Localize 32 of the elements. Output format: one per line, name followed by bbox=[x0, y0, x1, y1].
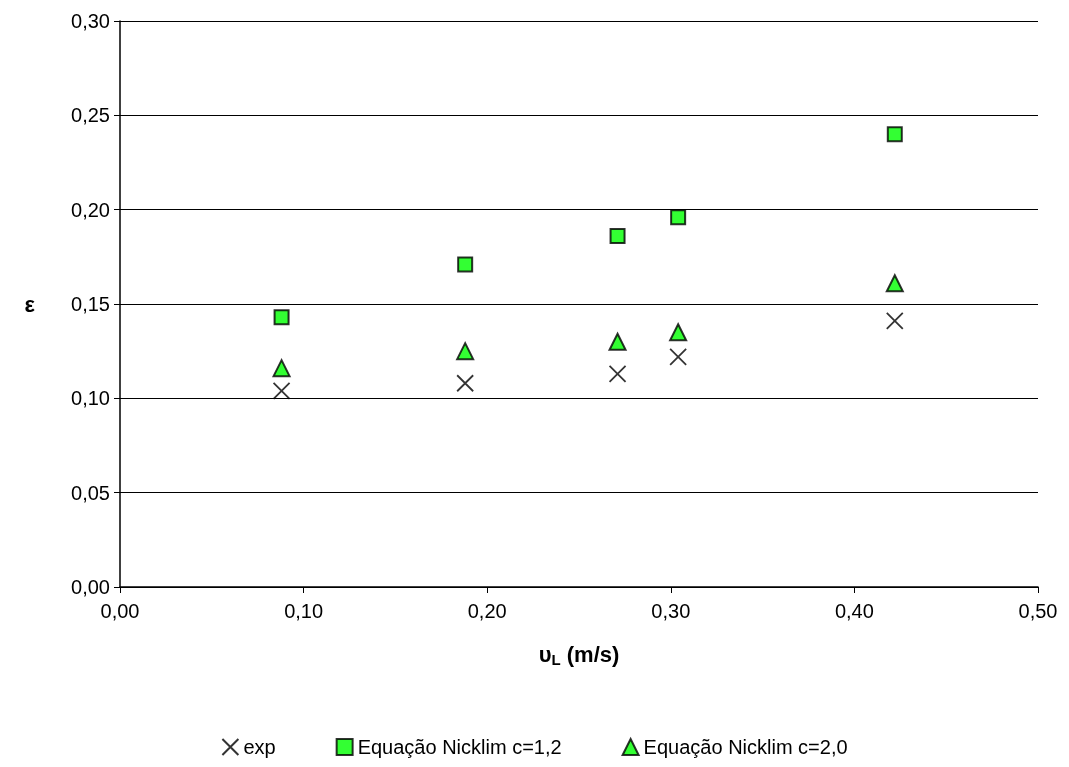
y-tick-label: 0,20 bbox=[71, 198, 110, 221]
x-tick-label: 0,00 bbox=[100, 600, 140, 622]
point bbox=[273, 309, 290, 326]
point bbox=[456, 342, 475, 361]
point bbox=[609, 228, 626, 245]
point bbox=[885, 274, 904, 293]
point bbox=[272, 359, 291, 378]
x-tick-label: 0,40 bbox=[834, 600, 874, 622]
point bbox=[272, 381, 291, 400]
point bbox=[885, 312, 904, 330]
y-tick-label: 0,05 bbox=[71, 481, 110, 504]
x-tick-label: 0,50 bbox=[1018, 600, 1058, 622]
point bbox=[669, 323, 688, 342]
y-tick-label: 0,15 bbox=[71, 293, 110, 315]
point bbox=[608, 364, 627, 383]
point bbox=[886, 126, 903, 143]
y-tick-label: 0,10 bbox=[71, 387, 110, 410]
legend-label: Equação Nicklim c=1,2 bbox=[357, 736, 562, 758]
legend-label: exp bbox=[243, 736, 276, 758]
point bbox=[608, 332, 627, 351]
point bbox=[457, 256, 474, 273]
legend-label: Equação Nicklim c=2,0 bbox=[643, 736, 848, 758]
point bbox=[456, 374, 475, 393]
point bbox=[669, 347, 688, 366]
x-tick-label: 0,20 bbox=[467, 600, 507, 622]
x-tick-label: 0,10 bbox=[284, 600, 324, 622]
y-tick-label: 0,25 bbox=[71, 104, 110, 127]
point bbox=[670, 209, 687, 226]
y-tick-label: 0,30 bbox=[71, 10, 110, 32]
y-axis-title: ε bbox=[24, 291, 36, 317]
x-tick-label: 0,30 bbox=[651, 600, 691, 622]
y-tick-label: 0,00 bbox=[71, 576, 110, 598]
